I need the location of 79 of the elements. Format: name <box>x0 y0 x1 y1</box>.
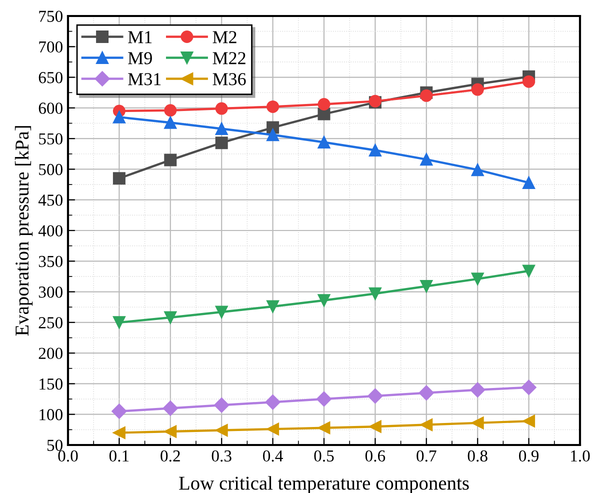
point <box>316 391 332 407</box>
x-tick-label: 0.5 <box>314 450 334 462</box>
point <box>112 316 126 329</box>
point <box>471 416 484 430</box>
y-tick-label: 250 <box>38 317 63 328</box>
point <box>318 294 330 307</box>
point <box>522 176 536 189</box>
y-tick-label: 150 <box>40 378 63 390</box>
y-tick-label: 750 <box>39 10 63 22</box>
y-tick-label: 650 <box>38 72 63 84</box>
point <box>368 388 383 404</box>
y-tick-label: 450 <box>38 194 63 206</box>
y-tick-label: 50 <box>47 440 63 451</box>
point <box>420 280 433 293</box>
x-tick-label: 0.9 <box>519 450 539 462</box>
point <box>368 420 382 433</box>
point <box>471 83 484 96</box>
point <box>214 398 230 413</box>
legend-label: M9 <box>128 52 152 64</box>
y-tick-label: 300 <box>38 286 63 298</box>
y-tick-label: 400 <box>38 225 63 236</box>
y-tick-label: 100 <box>40 409 63 420</box>
point <box>215 136 228 150</box>
y-tick-label: 700 <box>39 41 63 53</box>
x-tick-label: 0.2 <box>160 450 180 462</box>
point <box>521 380 536 395</box>
x-tick-label: 0.6 <box>365 450 386 462</box>
point <box>471 164 484 176</box>
x-tick-label: 0.7 <box>416 450 436 462</box>
point <box>368 144 382 156</box>
point <box>215 122 228 136</box>
point <box>318 422 330 434</box>
x-tick-label: 0.3 <box>212 450 232 462</box>
x-tick-label: 1.0 <box>571 450 590 462</box>
point <box>112 426 126 439</box>
x-tick-label: 0.8 <box>468 450 488 462</box>
point <box>420 153 433 166</box>
point <box>522 264 536 278</box>
point <box>266 422 280 436</box>
y-tick-label: 200 <box>38 348 63 360</box>
point <box>418 385 434 400</box>
legend-label: M22 <box>212 52 246 64</box>
y-tick-label: 600 <box>38 102 63 114</box>
point <box>266 300 280 313</box>
point <box>318 98 330 110</box>
point <box>112 172 126 185</box>
x-tick-label: 0.1 <box>109 450 129 462</box>
point <box>470 382 486 398</box>
point <box>522 414 536 428</box>
point <box>420 89 433 102</box>
x-tick-label: 0.0 <box>58 450 78 462</box>
point <box>112 110 126 124</box>
legend-label: M1 <box>128 31 152 44</box>
y-tick-label: 350 <box>38 256 63 268</box>
point <box>471 272 484 286</box>
x-tick-label: 0.4 <box>263 450 283 462</box>
point <box>265 394 280 410</box>
point <box>215 306 228 318</box>
point <box>266 100 280 113</box>
y-axis-title: Evaporation pressure [kPa] <box>14 126 33 336</box>
point <box>164 311 177 324</box>
legend-label: M31 <box>128 73 161 86</box>
point <box>318 136 330 148</box>
point <box>522 75 536 88</box>
point <box>164 154 177 166</box>
point <box>266 128 280 142</box>
point <box>368 287 382 300</box>
point <box>164 104 177 117</box>
y-tick-label: 500 <box>39 164 63 176</box>
y-tick-label: 550 <box>39 133 63 145</box>
point <box>112 404 127 419</box>
point <box>164 425 177 438</box>
point <box>164 116 177 129</box>
legend-label: M2 <box>212 31 236 44</box>
point <box>162 400 178 416</box>
legend-label: M36 <box>212 73 246 86</box>
point <box>420 418 433 432</box>
point <box>215 424 228 437</box>
point <box>215 102 228 115</box>
